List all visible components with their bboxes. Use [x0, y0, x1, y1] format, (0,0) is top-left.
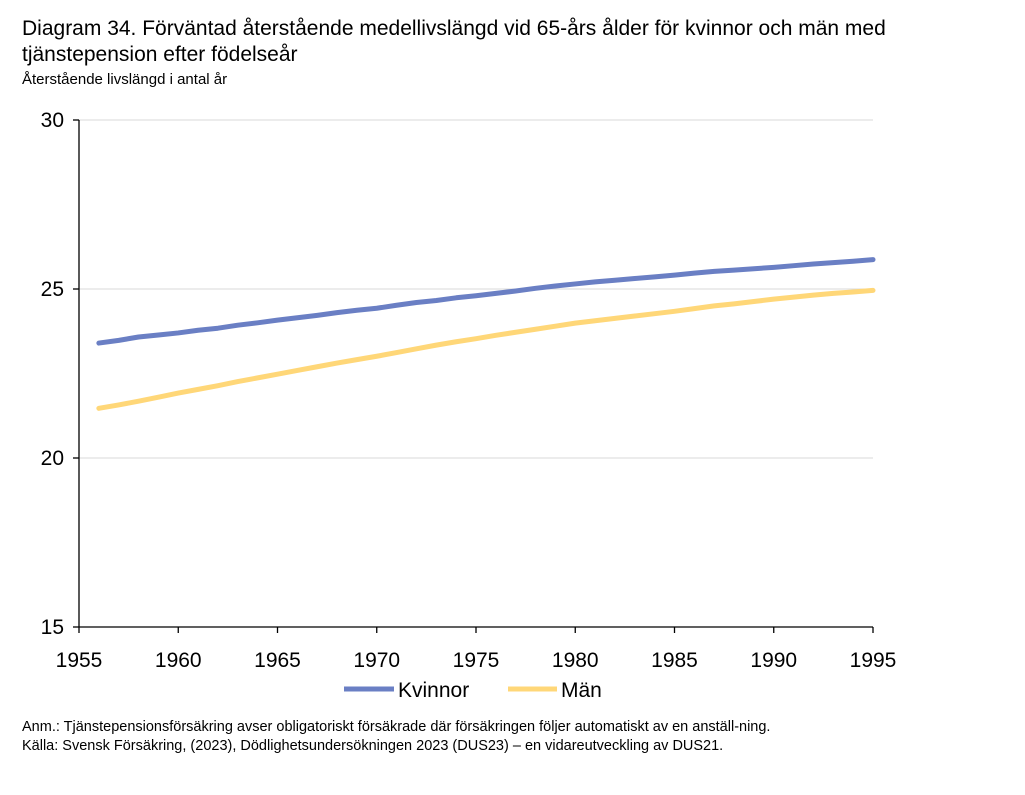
x-tick-label: 1960 [155, 649, 202, 672]
x-tick-label: 1980 [552, 649, 599, 672]
series-line-kvinnor [96, 257, 876, 346]
x-tick-label: 1970 [353, 649, 400, 672]
x-tick-label: 1995 [850, 649, 897, 672]
chart-title: Diagram 34. Förväntad återstående medell… [22, 17, 886, 66]
series-line-man [96, 287, 876, 411]
note-anm: Anm.: Tjänstepensionsförsäkring avser ob… [22, 719, 771, 735]
y-tick-label: 25 [41, 278, 64, 301]
tick-labels: 15 20 25 30 1955 1960 1965 1970 1975 1980 1985 1990… [41, 109, 897, 672]
x-tick-label: 1990 [750, 649, 797, 672]
legend-item-man: Män [508, 679, 602, 702]
chart-notes: Anm.: Tjänstepensionsförsäkring avser ob… [22, 718, 1007, 756]
note-source: Källa: Svensk Försäkring, (2023), Dödlig… [22, 738, 724, 754]
x-tick-label: 1955 [56, 649, 103, 672]
y-tick-label: 30 [41, 109, 64, 132]
series-lines [96, 257, 876, 411]
y-tick-label: 15 [41, 616, 64, 639]
y-axis-unit-label: Återstående livslängd i antal år [22, 71, 228, 88]
legend: Kvinnor Män [344, 679, 602, 702]
x-tick-label: 1965 [254, 649, 301, 672]
legend-label: Män [561, 679, 602, 702]
axes [73, 119, 874, 633]
x-tick-label: 1985 [651, 649, 698, 672]
x-tick-label: 1975 [453, 649, 500, 672]
line-chart: 15 20 25 30 1955 1960 1965 1970 1975 1980 1985 1990… [41, 109, 897, 702]
gridlines [79, 119, 873, 459]
legend-item-kvinnor: Kvinnor [344, 679, 469, 702]
legend-label: Kvinnor [398, 679, 469, 702]
y-tick-label: 20 [41, 447, 64, 470]
